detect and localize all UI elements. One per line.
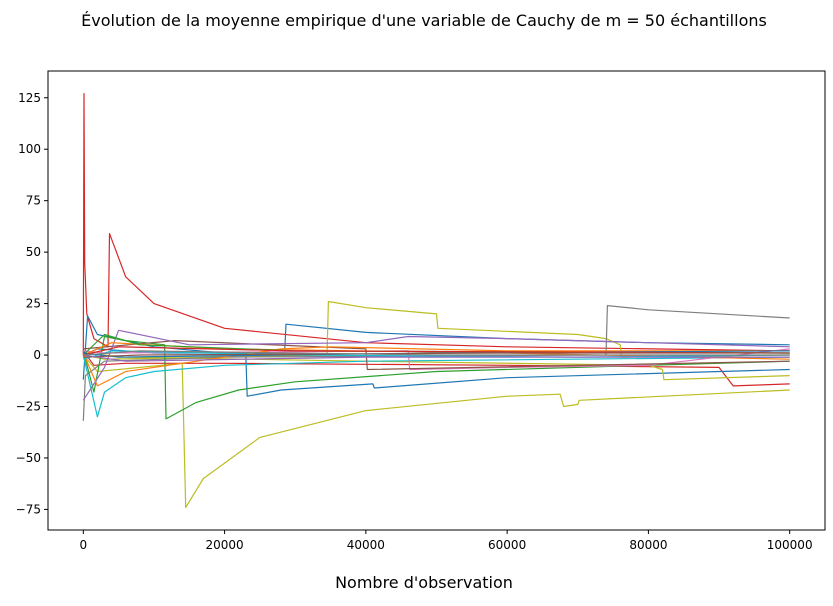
x-tick-label: 20000 bbox=[205, 538, 243, 552]
series-line-18 bbox=[83, 346, 790, 356]
series-line-11 bbox=[83, 340, 790, 371]
y-tick-label: −75 bbox=[16, 502, 41, 516]
x-tick-label: 80000 bbox=[629, 538, 667, 552]
y-tick-label: 125 bbox=[18, 91, 41, 105]
series-line-2 bbox=[82, 315, 790, 397]
x-axis-label: Nombre d'observation bbox=[335, 573, 513, 592]
y-tick-label: 50 bbox=[26, 245, 41, 259]
series-line-12 bbox=[82, 329, 790, 401]
series-group bbox=[82, 92, 790, 508]
y-tick-label: 75 bbox=[26, 194, 41, 208]
y-tick-label: 25 bbox=[26, 297, 41, 311]
series-line-9 bbox=[82, 354, 790, 418]
y-tick-label: 0 bbox=[33, 348, 41, 362]
y-tick-label: −25 bbox=[16, 400, 41, 414]
y-tick-label: 100 bbox=[18, 142, 41, 156]
x-tick-label: 0 bbox=[79, 538, 87, 552]
series-line-5 bbox=[83, 300, 790, 360]
series-line-21 bbox=[83, 350, 790, 356]
series-line-20 bbox=[83, 354, 790, 362]
x-tick-label: 60000 bbox=[488, 538, 526, 552]
plot-frame bbox=[47, 70, 826, 531]
y-tick-label: −50 bbox=[16, 451, 41, 465]
x-tick-label: 100000 bbox=[767, 538, 813, 552]
series-line-4 bbox=[82, 354, 790, 508]
chart-title: Évolution de la moyenne empirique d'une … bbox=[81, 11, 767, 30]
x-tick-label: 40000 bbox=[347, 538, 385, 552]
